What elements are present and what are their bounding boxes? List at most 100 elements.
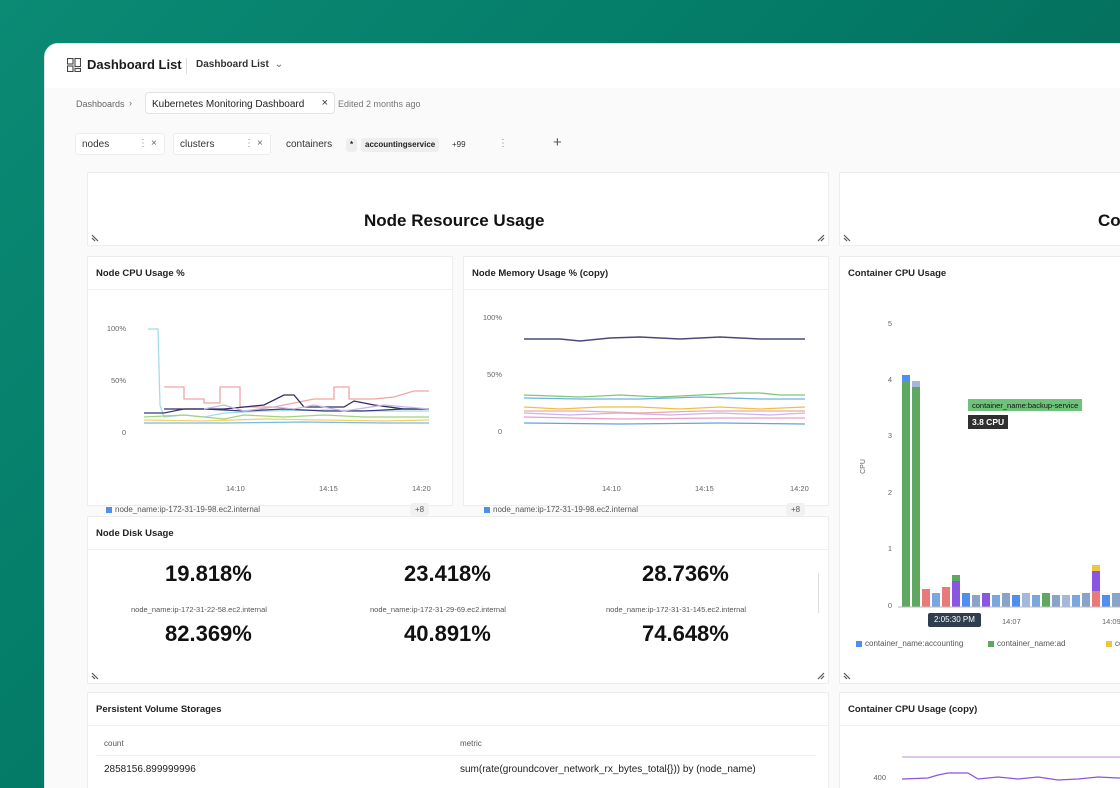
filter-chip[interactable]: accountingservice bbox=[361, 138, 440, 152]
more-vertical-icon[interactable]: ⋮ bbox=[244, 138, 254, 149]
filter-clusters[interactable]: clusters ⋮ × bbox=[173, 133, 271, 155]
cpu-line-chart bbox=[144, 328, 430, 424]
resize-handle-icon[interactable] bbox=[843, 234, 851, 242]
series-line bbox=[144, 418, 430, 422]
node-disk-panel: Node Disk Usage 19.818% node_name:ip-172… bbox=[87, 516, 829, 684]
bar bbox=[1112, 593, 1120, 607]
bar bbox=[1082, 593, 1090, 607]
series-line bbox=[144, 414, 429, 420]
filter-chip-asterisk: * bbox=[346, 138, 358, 152]
breadcrumb-dashboards-link[interactable]: Dashboards bbox=[76, 99, 125, 109]
y-axis-label: CPU bbox=[859, 459, 867, 474]
disk-stat-value: 28.736% bbox=[642, 561, 729, 586]
x-tick: 14:10 bbox=[602, 484, 621, 493]
bar bbox=[1092, 565, 1100, 571]
filter-more-count[interactable]: +99 bbox=[452, 140, 466, 149]
series-line bbox=[524, 410, 805, 414]
x-tick: 14:10 bbox=[226, 484, 245, 493]
persistent-volume-panel: Persistent Volume Storages count metric … bbox=[87, 692, 829, 788]
chevron-right-icon: › bbox=[129, 98, 132, 108]
divider bbox=[88, 725, 828, 726]
legend-entry[interactable]: container_name:ad bbox=[988, 639, 1066, 648]
y-tick: 0 bbox=[121, 428, 126, 437]
container-cpu-copy-line-chart bbox=[901, 756, 1120, 781]
legend-label: node_name:ip-172-31-19-98.ec2.internal bbox=[493, 505, 638, 514]
resize-handle-icon[interactable] bbox=[91, 672, 99, 680]
close-icon[interactable]: × bbox=[257, 138, 263, 149]
cursor-time-label: 2:05:30 PM bbox=[928, 613, 981, 627]
y-tick: 50% bbox=[486, 370, 502, 379]
legend-entry[interactable]: container_name:accounting bbox=[856, 639, 963, 648]
legend-entry[interactable]: node_name:ip-172-31-19-98.ec2.internal bbox=[484, 505, 638, 514]
y-tick: 0 bbox=[497, 427, 502, 436]
bar bbox=[1032, 595, 1040, 607]
bar bbox=[922, 589, 930, 607]
chevron-down-icon: ⌄ bbox=[274, 59, 284, 70]
filter-containers[interactable]: containers * accountingservice +99 ⋮ bbox=[279, 133, 541, 155]
close-icon[interactable]: × bbox=[321, 97, 328, 109]
y-tick: 100% bbox=[106, 324, 126, 333]
disk-stat-value: 40.891% bbox=[404, 621, 491, 646]
x-tick: 14:15 bbox=[695, 484, 714, 493]
table-header: metric bbox=[460, 739, 482, 748]
y-tick: 1 bbox=[887, 544, 892, 553]
more-vertical-icon[interactable]: ⋮ bbox=[498, 138, 508, 149]
bar bbox=[1092, 571, 1100, 591]
scrollbar[interactable] bbox=[818, 573, 819, 613]
add-filter-button[interactable]: + bbox=[553, 134, 562, 151]
bar bbox=[932, 593, 940, 607]
bar bbox=[992, 595, 1000, 607]
legend-entry[interactable]: node_name:ip-172-31-19-98.ec2.internal bbox=[106, 505, 260, 514]
disk-stat-value: 23.418% bbox=[404, 561, 491, 586]
resize-handle-icon[interactable] bbox=[817, 672, 825, 680]
bar bbox=[1012, 595, 1020, 607]
disk-stat-label: node_name:ip-172-31-22-58.ec2.internal bbox=[131, 605, 267, 614]
legend-swatch bbox=[106, 507, 112, 513]
bar bbox=[902, 375, 910, 381]
bar bbox=[1002, 593, 1010, 607]
legend-more-button[interactable]: +8 bbox=[410, 503, 430, 516]
resize-handle-icon[interactable] bbox=[843, 672, 851, 680]
bar bbox=[1042, 593, 1050, 607]
divider bbox=[186, 58, 187, 74]
table-cell: 2858156.899999996 bbox=[104, 764, 196, 775]
container-cpu-panel: Container CPU Usage 5 4 3 2 1 0 CPU bbox=[839, 256, 1120, 684]
resize-handle-icon[interactable] bbox=[817, 234, 825, 242]
tab-kubernetes-dashboard[interactable]: Kubernetes Monitoring Dashboard × bbox=[145, 92, 335, 114]
series-line bbox=[523, 406, 806, 410]
panel-title: Container CPU Usage bbox=[848, 268, 947, 279]
disk-stat-value: 82.369% bbox=[165, 621, 252, 646]
bar bbox=[952, 575, 960, 581]
bar bbox=[912, 381, 920, 387]
bar bbox=[942, 587, 950, 607]
bar bbox=[1052, 595, 1060, 607]
series-line bbox=[901, 772, 1120, 781]
tooltip-series: container_name:backup-service bbox=[968, 399, 1083, 411]
y-tick: 5 bbox=[887, 319, 892, 328]
filter-nodes[interactable]: nodes ⋮ × bbox=[75, 133, 165, 155]
divider bbox=[96, 755, 816, 756]
more-vertical-icon[interactable]: ⋮ bbox=[138, 138, 148, 149]
y-tick: 100% bbox=[482, 313, 502, 322]
bar bbox=[1022, 593, 1030, 607]
filter-label: clusters bbox=[180, 139, 215, 150]
legend-entry[interactable]: conta bbox=[1106, 639, 1120, 648]
legend-more-button[interactable]: +8 bbox=[786, 503, 806, 516]
tooltip-value: 3.8 CPU bbox=[968, 415, 1009, 429]
bar bbox=[962, 593, 970, 607]
dashboard-list-dropdown[interactable]: Dashboard List ⌄ bbox=[196, 59, 283, 70]
disk-stat-value: 74.648% bbox=[642, 621, 729, 646]
close-icon[interactable]: × bbox=[151, 138, 157, 149]
filter-label: containers bbox=[286, 139, 333, 150]
y-tick: 50% bbox=[110, 376, 126, 385]
page-title: Dashboard List bbox=[87, 57, 182, 72]
node-cpu-panel: Node CPU Usage % 100% 50% 0 14:10 14:15 … bbox=[87, 256, 453, 516]
node-resource-header-panel: Node Resource Usage bbox=[87, 172, 829, 246]
divider bbox=[88, 549, 828, 550]
x-tick: 14:07 bbox=[1002, 617, 1021, 626]
y-tick: 2 bbox=[887, 488, 892, 497]
resize-handle-icon[interactable] bbox=[91, 234, 99, 242]
series-line bbox=[523, 422, 806, 425]
series-line bbox=[164, 386, 429, 408]
panel-title: Node Memory Usage % (copy) bbox=[472, 268, 609, 279]
